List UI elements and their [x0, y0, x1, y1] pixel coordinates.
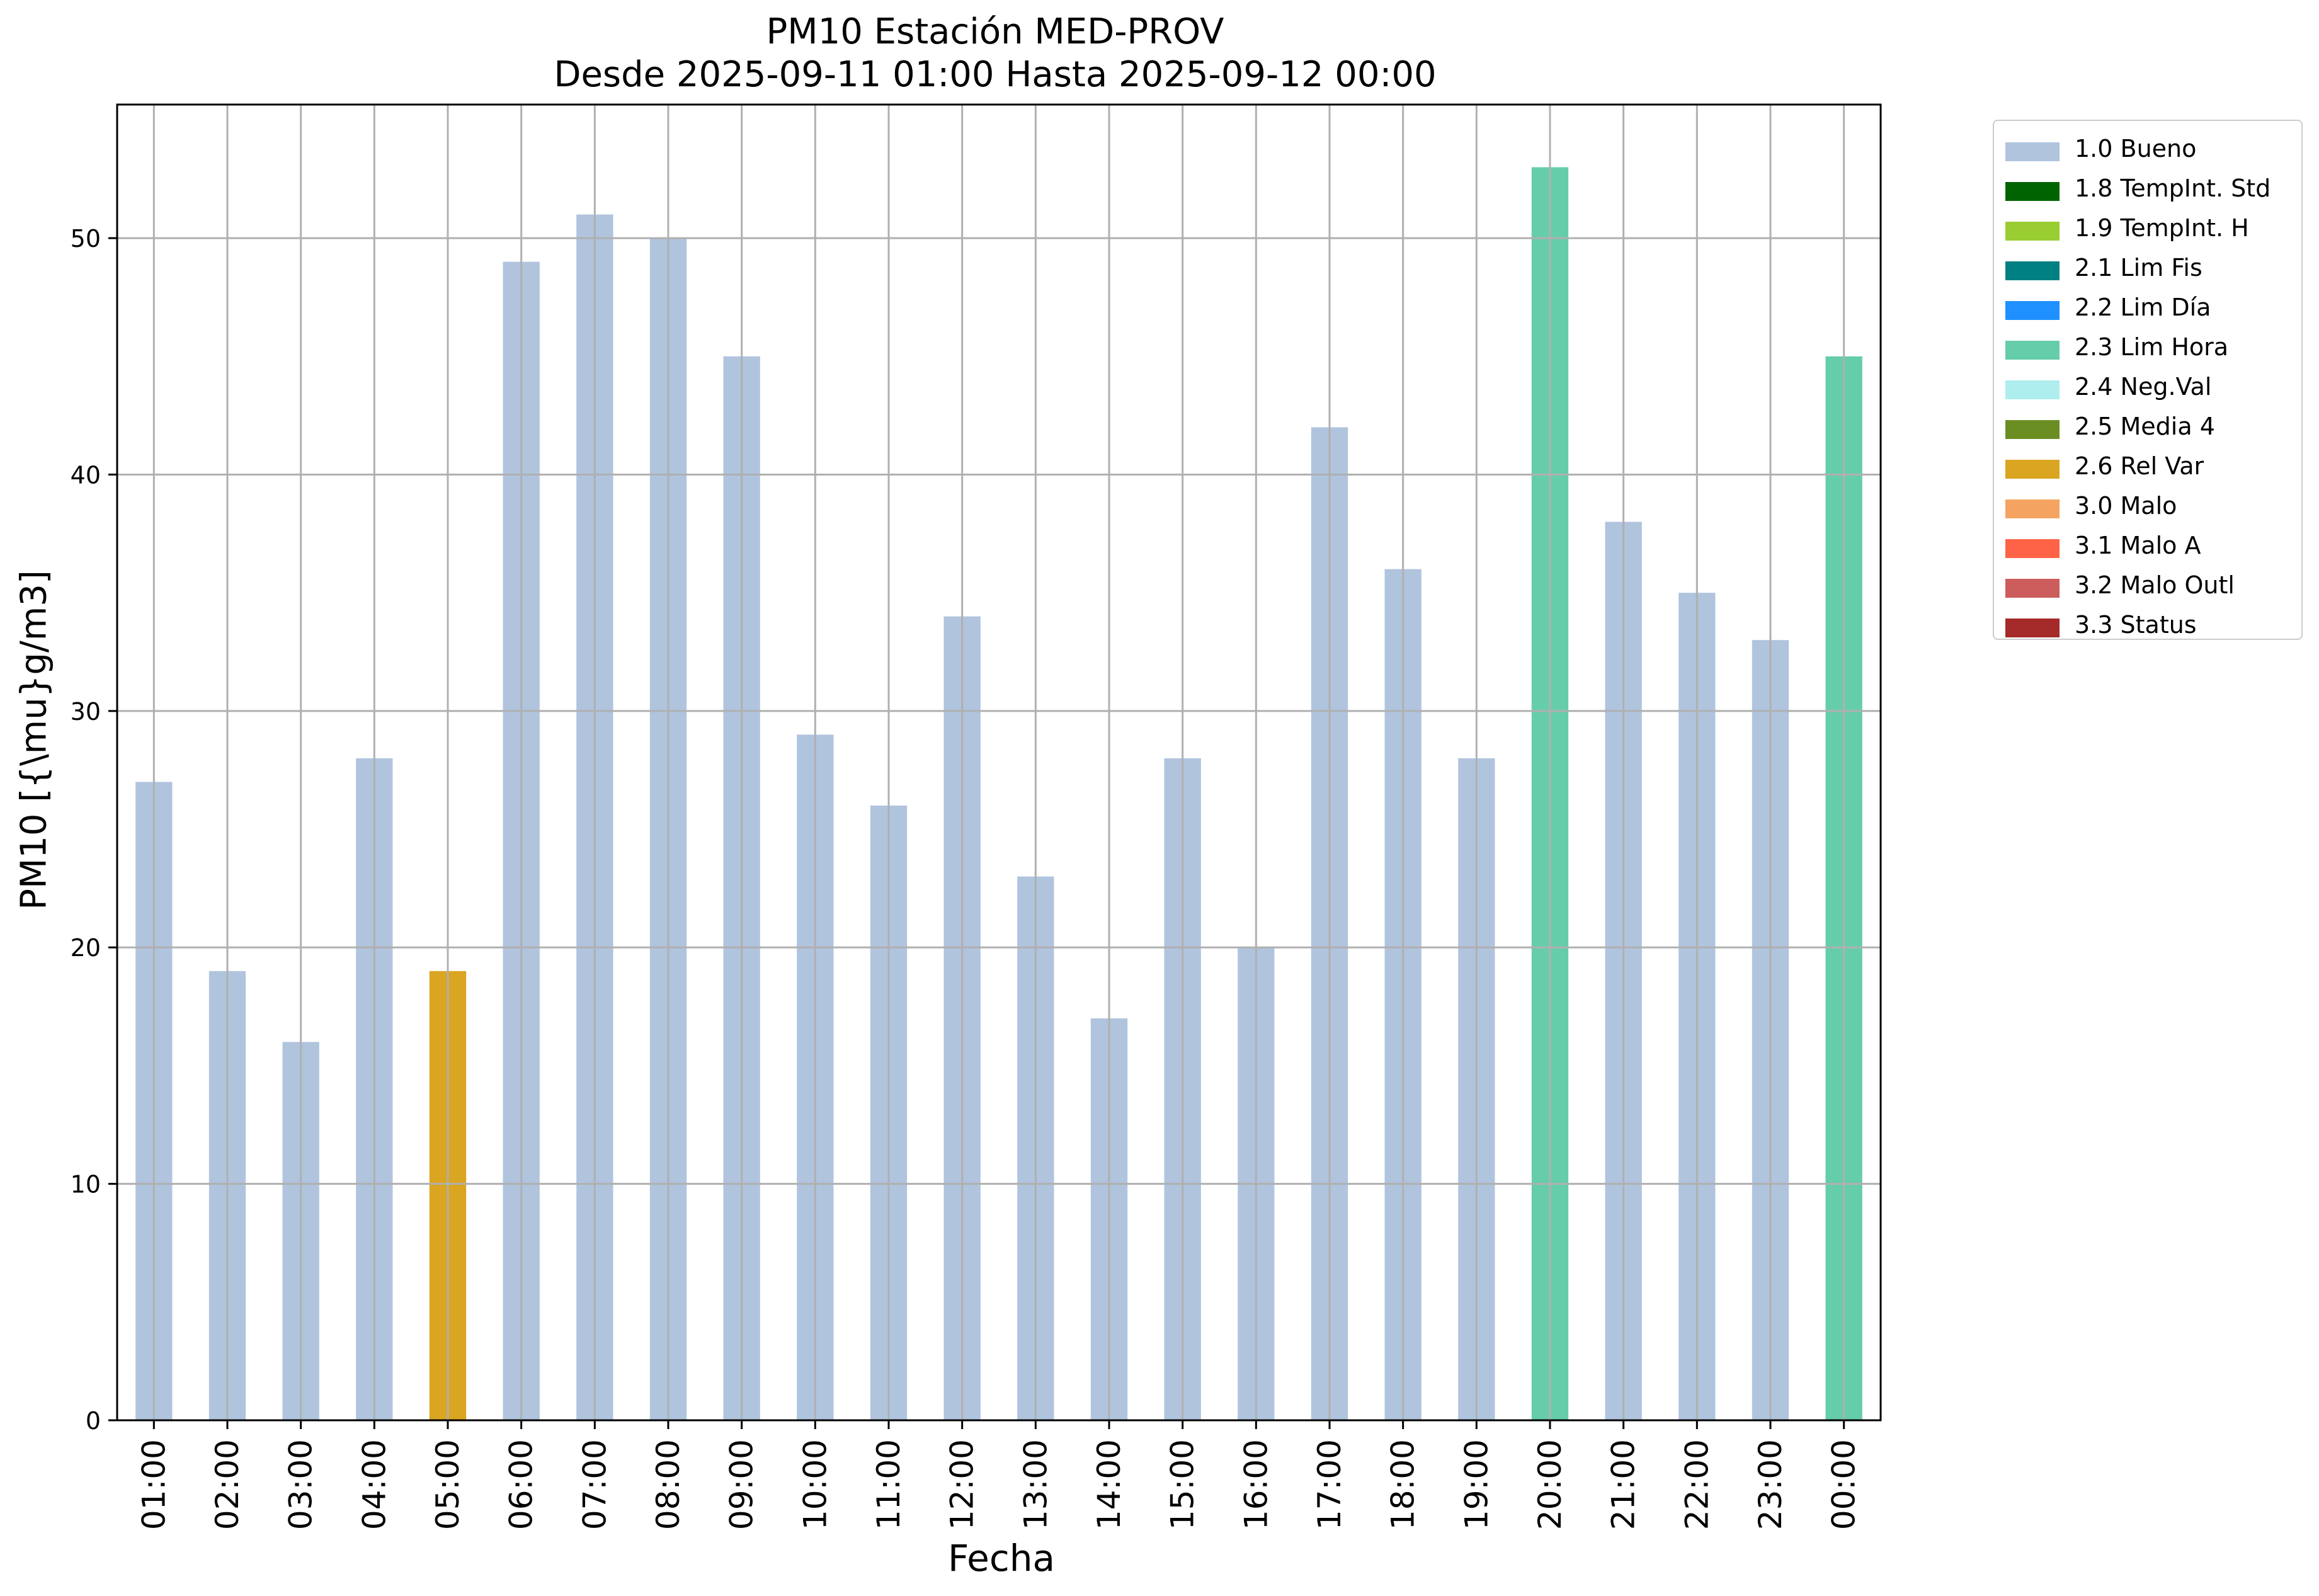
x-tick-label: 13:00 [1017, 1439, 1054, 1530]
y-tick-label: 40 [71, 461, 101, 489]
y-tick-label: 20 [71, 934, 101, 962]
legend-label: 3.2 Malo Outl [2075, 571, 2235, 599]
legend-item: 2.3 Lim Hora [1994, 328, 2301, 368]
y-tick-label: 0 [86, 1407, 101, 1435]
legend-item: 2.4 Neg.Val [1994, 368, 2301, 408]
x-tick-label: 08:00 [650, 1439, 687, 1530]
legend-item: 2.2 Lim Día [1994, 288, 2301, 328]
x-axis-label: Fecha [947, 1537, 1056, 1580]
legend-swatch [2005, 579, 2060, 598]
legend-label: 1.9 TempInt. H [2075, 214, 2249, 242]
x-tick-label: 09:00 [724, 1439, 760, 1530]
legend-item: 3.2 Malo Outl [1994, 566, 2301, 606]
legend-item: 3.1 Malo A [1994, 527, 2301, 566]
y-tick-label: 10 [71, 1171, 101, 1199]
x-tick-label: 17:00 [1311, 1439, 1348, 1530]
legend-item: 1.9 TempInt. H [1994, 209, 2301, 249]
legend-label: 3.1 Malo A [2075, 532, 2201, 559]
chart-title-line-2: Desde 2025-09-11 01:00 Hasta 2025-09-12 … [554, 54, 1437, 95]
legend-label: 2.4 Neg.Val [2075, 373, 2212, 401]
legend-label: 2.5 Media 4 [2075, 413, 2215, 440]
legend-item: 2.5 Media 4 [1994, 408, 2301, 447]
x-tick-label: 20:00 [1532, 1439, 1568, 1530]
legend-label: 1.8 TempInt. Std [2075, 174, 2271, 202]
x-tick-label: 18:00 [1385, 1439, 1422, 1530]
legend-item: 2.6 Rel Var [1994, 447, 2301, 487]
legend-swatch [2005, 499, 2060, 518]
x-tick-label: 00:00 [1826, 1439, 1862, 1530]
y-tick-label: 30 [71, 698, 101, 726]
x-tick-label: 22:00 [1678, 1439, 1715, 1530]
legend-swatch [2005, 301, 2060, 320]
legend-swatch [2005, 222, 2060, 241]
legend-item: 1.0 Bueno [1994, 130, 2301, 169]
x-tick-label: 04:00 [356, 1439, 392, 1530]
x-tick-label: 06:00 [503, 1439, 540, 1530]
x-tick-label: 01:00 [135, 1439, 172, 1530]
legend-label: 2.2 Lim Día [2075, 294, 2211, 321]
x-tick-label: 16:00 [1238, 1439, 1274, 1530]
x-tick-label: 12:00 [944, 1439, 981, 1530]
x-tick-label: 21:00 [1605, 1439, 1642, 1530]
legend-item: 2.1 Lim Fis [1994, 249, 2301, 288]
y-tick-label: 50 [71, 225, 101, 253]
legend-item: 3.0 Malo [1994, 487, 2301, 527]
legend-label: 3.0 Malo [2075, 492, 2177, 520]
legend-swatch [2005, 142, 2060, 161]
x-tick-label: 14:00 [1091, 1439, 1127, 1530]
x-tick-label: 05:00 [430, 1439, 466, 1530]
x-tick-label: 07:00 [576, 1439, 613, 1530]
legend-item: 1.8 TempInt. Std [1994, 169, 2301, 209]
legend-label: 2.1 Lim Fis [2075, 254, 2202, 282]
legend-label: 2.3 Lim Hora [2075, 333, 2229, 361]
plot-frame [116, 103, 1882, 1422]
legend-swatch [2005, 539, 2060, 558]
legend-swatch [2005, 618, 2060, 637]
x-tick-label: 03:00 [283, 1439, 319, 1530]
x-tick-label: 19:00 [1458, 1439, 1495, 1530]
y-axis-label: PM10 [{\mu}g/m3] [13, 570, 55, 910]
legend-label: 2.6 Rel Var [2075, 452, 2204, 480]
chart-title-line-1: PM10 Estación MED-PROV [766, 11, 1224, 52]
x-tick-label: 11:00 [870, 1439, 907, 1530]
legend-swatch [2005, 420, 2060, 439]
legend: 1.0 Bueno 1.8 TempInt. Std 1.9 TempInt. H 2… [1993, 120, 2303, 640]
x-tick-label: 15:00 [1165, 1439, 1201, 1530]
legend-item: 3.3 Status [1994, 606, 2301, 646]
x-tick-label: 10:00 [797, 1439, 833, 1530]
legend-swatch [2005, 182, 2060, 201]
legend-label: 3.3 Status [2075, 611, 2197, 639]
legend-swatch [2005, 380, 2060, 399]
x-tick-label: 02:00 [209, 1439, 246, 1530]
legend-swatch [2005, 341, 2060, 360]
x-tick-label: 23:00 [1752, 1439, 1789, 1530]
legend-swatch [2005, 261, 2060, 280]
legend-swatch [2005, 460, 2060, 479]
legend-label: 1.0 Bueno [2075, 135, 2197, 162]
